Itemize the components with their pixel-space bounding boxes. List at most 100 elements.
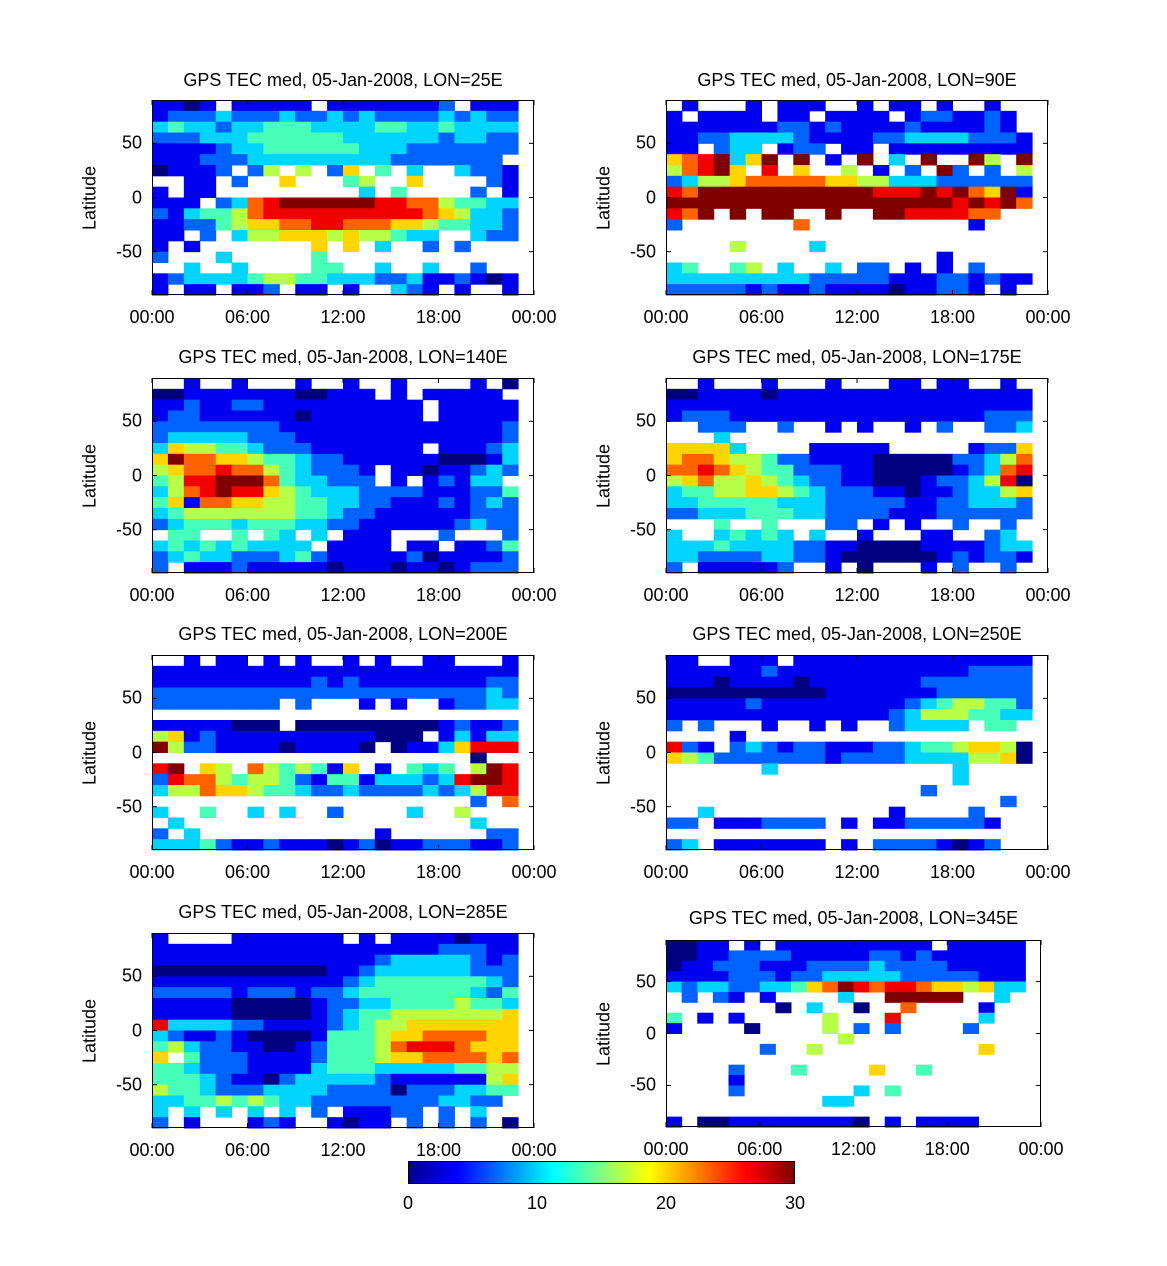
- heatmap-cell: [666, 110, 683, 123]
- heatmap-cell: [183, 687, 201, 699]
- heatmap-cell: [502, 110, 519, 123]
- heatmap-cell: [247, 100, 264, 112]
- heatmap-cell: [263, 421, 280, 433]
- heatmap-cell: [502, 410, 519, 422]
- heatmap-cell: [311, 219, 328, 231]
- heatmap-cell: [994, 981, 1011, 993]
- heatmap-cell: [374, 687, 392, 699]
- heatmap-cell: [759, 960, 776, 972]
- heatmap-cell: [343, 943, 360, 956]
- heatmap-cell: [327, 954, 344, 966]
- heatmap-cell: [199, 965, 217, 977]
- heatmap-cell: [327, 1095, 344, 1107]
- heatmap-cell: [374, 1095, 392, 1107]
- heatmap-cell: [279, 399, 296, 411]
- heatmap-cell: [343, 518, 360, 531]
- heatmap-cell: [793, 475, 810, 487]
- heatmap-cell: [777, 551, 794, 563]
- heatmap-cell: [454, 665, 471, 678]
- heatmap-cell: [390, 839, 408, 851]
- heatmap-cell: [263, 1095, 280, 1107]
- heatmap-cell: [215, 655, 233, 667]
- heatmap-cell: [438, 965, 455, 977]
- heatmap-cell: [952, 540, 969, 552]
- heatmap-cell: [841, 110, 858, 123]
- heatmap-cell: [454, 508, 471, 520]
- heatmap-cell: [247, 197, 264, 209]
- heatmap-cell: [936, 143, 953, 155]
- heatmap-cell: [279, 1063, 296, 1075]
- y-tick-label: 0: [131, 742, 142, 762]
- heatmap-cell: [968, 175, 985, 188]
- heatmap-cell: [358, 388, 376, 401]
- heatmap-cell: [406, 410, 424, 422]
- y-tick-label: 0: [131, 465, 142, 485]
- heatmap-cell: [454, 1063, 471, 1075]
- heatmap-cell: [888, 388, 906, 401]
- heatmap-cell: [791, 1064, 808, 1076]
- heatmap-cell: [199, 741, 217, 753]
- heatmap-cell: [872, 121, 890, 133]
- heatmap-cell: [841, 655, 858, 667]
- heatmap-cell: [390, 774, 408, 786]
- heatmap-cell: [263, 998, 280, 1010]
- heatmap-cell: [152, 453, 169, 466]
- heatmap-cell: [343, 1084, 360, 1096]
- heatmap-cell: [825, 752, 842, 764]
- heatmap-cell: [152, 443, 169, 455]
- heatmap-cell: [183, 1117, 201, 1129]
- heatmap-cell: [311, 1041, 328, 1053]
- heatmap-cell: [712, 981, 729, 993]
- heatmap-cell: [713, 464, 731, 476]
- heatmap-cell: [390, 110, 408, 123]
- heatmap-cell: [327, 1117, 344, 1129]
- heatmap-cell: [837, 971, 854, 983]
- heatmap-panel: [665, 655, 1049, 851]
- heatmap-cell: [931, 960, 948, 972]
- heatmap-cell: [470, 197, 487, 209]
- heatmap-cell: [167, 954, 185, 966]
- heatmap-cell: [311, 443, 328, 455]
- heatmap-cell: [454, 730, 471, 743]
- y-tick-label: -50: [115, 519, 142, 540]
- y-axis-label: Latitude: [79, 443, 100, 508]
- heatmap-cell: [311, 933, 328, 945]
- heatmap-cell: [470, 965, 487, 977]
- heatmap-cell: [374, 998, 392, 1010]
- heatmap-cell: [343, 774, 360, 786]
- heatmap-cell: [152, 551, 169, 563]
- heatmap-cell: [728, 1075, 745, 1086]
- heatmap-cell: [438, 998, 455, 1010]
- heatmap-cell: [358, 443, 376, 455]
- heatmap-cell: [438, 1041, 455, 1053]
- heatmap-cell: [904, 284, 922, 296]
- heatmap-cell: [263, 208, 280, 220]
- heatmap-cell: [470, 817, 487, 829]
- heatmap-cell: [825, 175, 842, 188]
- heatmap-cell: [374, 1106, 392, 1118]
- heatmap-cell: [936, 741, 953, 753]
- heatmap-cell: [279, 965, 296, 977]
- heatmap-cell: [247, 774, 264, 786]
- heatmap-cell: [666, 698, 683, 710]
- heatmap-cell: [869, 950, 886, 962]
- heatmap-cell: [470, 839, 487, 851]
- heatmap-cell: [343, 529, 360, 541]
- heatmap-cell: [231, 1052, 248, 1064]
- heatmap-cell: [152, 1041, 169, 1053]
- heatmap-cell: [745, 752, 762, 764]
- heatmap-cell: [681, 262, 699, 274]
- heatmap-cell: [215, 1073, 233, 1086]
- heatmap-cell: [152, 251, 169, 263]
- heatmap-cell: [952, 508, 969, 520]
- heatmap-cell: [978, 1012, 995, 1024]
- heatmap-cell: [406, 933, 424, 945]
- heatmap-cell: [263, 687, 280, 699]
- heatmap-cell: [857, 752, 874, 764]
- heatmap-cell: [1000, 687, 1017, 699]
- heatmap-cell: [793, 839, 810, 851]
- heatmap-cell: [263, 230, 280, 242]
- heatmap-cell: [215, 165, 233, 177]
- heatmap-cell: [1000, 464, 1017, 476]
- heatmap-cell: [666, 208, 683, 220]
